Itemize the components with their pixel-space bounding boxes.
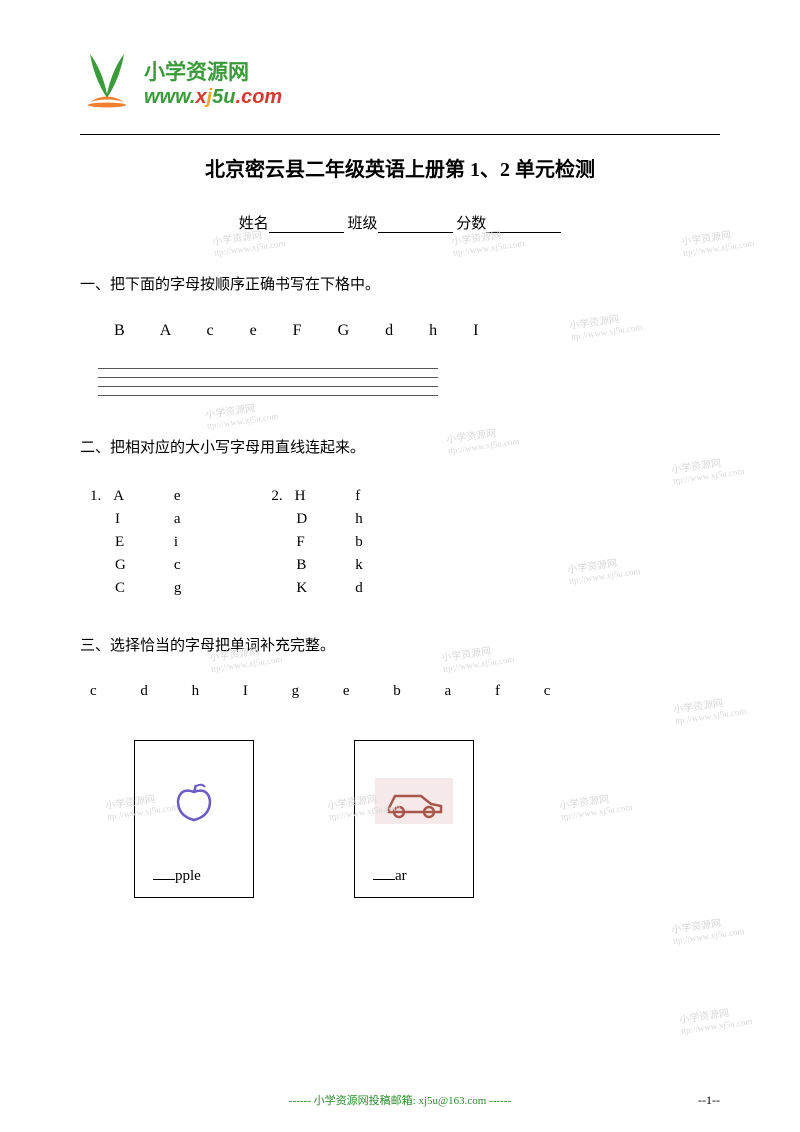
watermark: 小学资源网ttp://www.xj5u.com	[205, 400, 279, 432]
picture-word-row: pple ar	[134, 740, 720, 898]
apple-icon	[135, 741, 253, 861]
name-label: 姓名	[239, 216, 269, 232]
class-blank[interactable]	[378, 217, 453, 233]
matching-exercise: 1.A I E G C e a i c g 2.H D F B K f h b …	[90, 485, 720, 600]
writing-lines[interactable]	[98, 368, 720, 396]
match-left-2: 2.H D F B K	[271, 485, 307, 600]
match-group-2[interactable]: 2.H D F B K f h b k d	[271, 485, 362, 600]
word-car: ar	[373, 868, 407, 885]
section3-letters: c d h I g e b a f c	[90, 683, 720, 700]
logo-url: www.xj5u.com	[144, 86, 282, 109]
watermark: 小学资源网ttp://www.xj5u.com	[679, 1005, 753, 1037]
student-info-line: 姓名 班级 分数	[80, 212, 720, 233]
watermark: 小学资源网ttp://www.xj5u.com	[671, 455, 745, 487]
picture-box-car[interactable]: ar	[354, 740, 474, 898]
car-icon	[355, 741, 473, 861]
watermark: 小学资源网ttp://www.xj5u.com	[671, 915, 745, 947]
logo-text: 小学资源网 www.xj5u.com	[144, 56, 282, 109]
picture-box-apple[interactable]: pple	[134, 740, 254, 898]
section3-heading: 三、选择恰当的字母把单词补充完整。	[80, 634, 720, 655]
match-right-1: e a i c g	[174, 485, 182, 600]
header-divider	[80, 134, 720, 135]
blank-car[interactable]	[373, 879, 395, 880]
score-label: 分数	[456, 216, 486, 232]
site-logo: 小学资源网 www.xj5u.com	[80, 50, 720, 122]
word-apple: pple	[153, 868, 201, 885]
footer-text: ------ 小学资源网投稿邮箱: xj5u@163.com ------	[0, 1092, 800, 1108]
section2-heading: 二、把相对应的大小写字母用直线连起来。	[80, 436, 720, 457]
section1-letters: B A c e F G d h I	[114, 322, 720, 340]
document-title: 北京密云县二年级英语上册第 1、2 单元检测	[80, 153, 720, 182]
logo-title: 小学资源网	[144, 56, 282, 86]
page-number: --1--	[698, 1093, 720, 1108]
match-left-1: 1.A I E G C	[90, 485, 126, 600]
name-blank[interactable]	[269, 217, 344, 233]
class-label: 班级	[347, 216, 377, 232]
match-group-1[interactable]: 1.A I E G C e a i c g	[90, 485, 181, 600]
score-blank[interactable]	[486, 217, 561, 233]
match-right-2: f h b k d	[355, 485, 363, 600]
blank-apple[interactable]	[153, 879, 175, 880]
logo-leaf-icon	[80, 50, 134, 113]
section1-heading: 一、把下面的字母按顺序正确书写在下格中。	[80, 273, 720, 294]
